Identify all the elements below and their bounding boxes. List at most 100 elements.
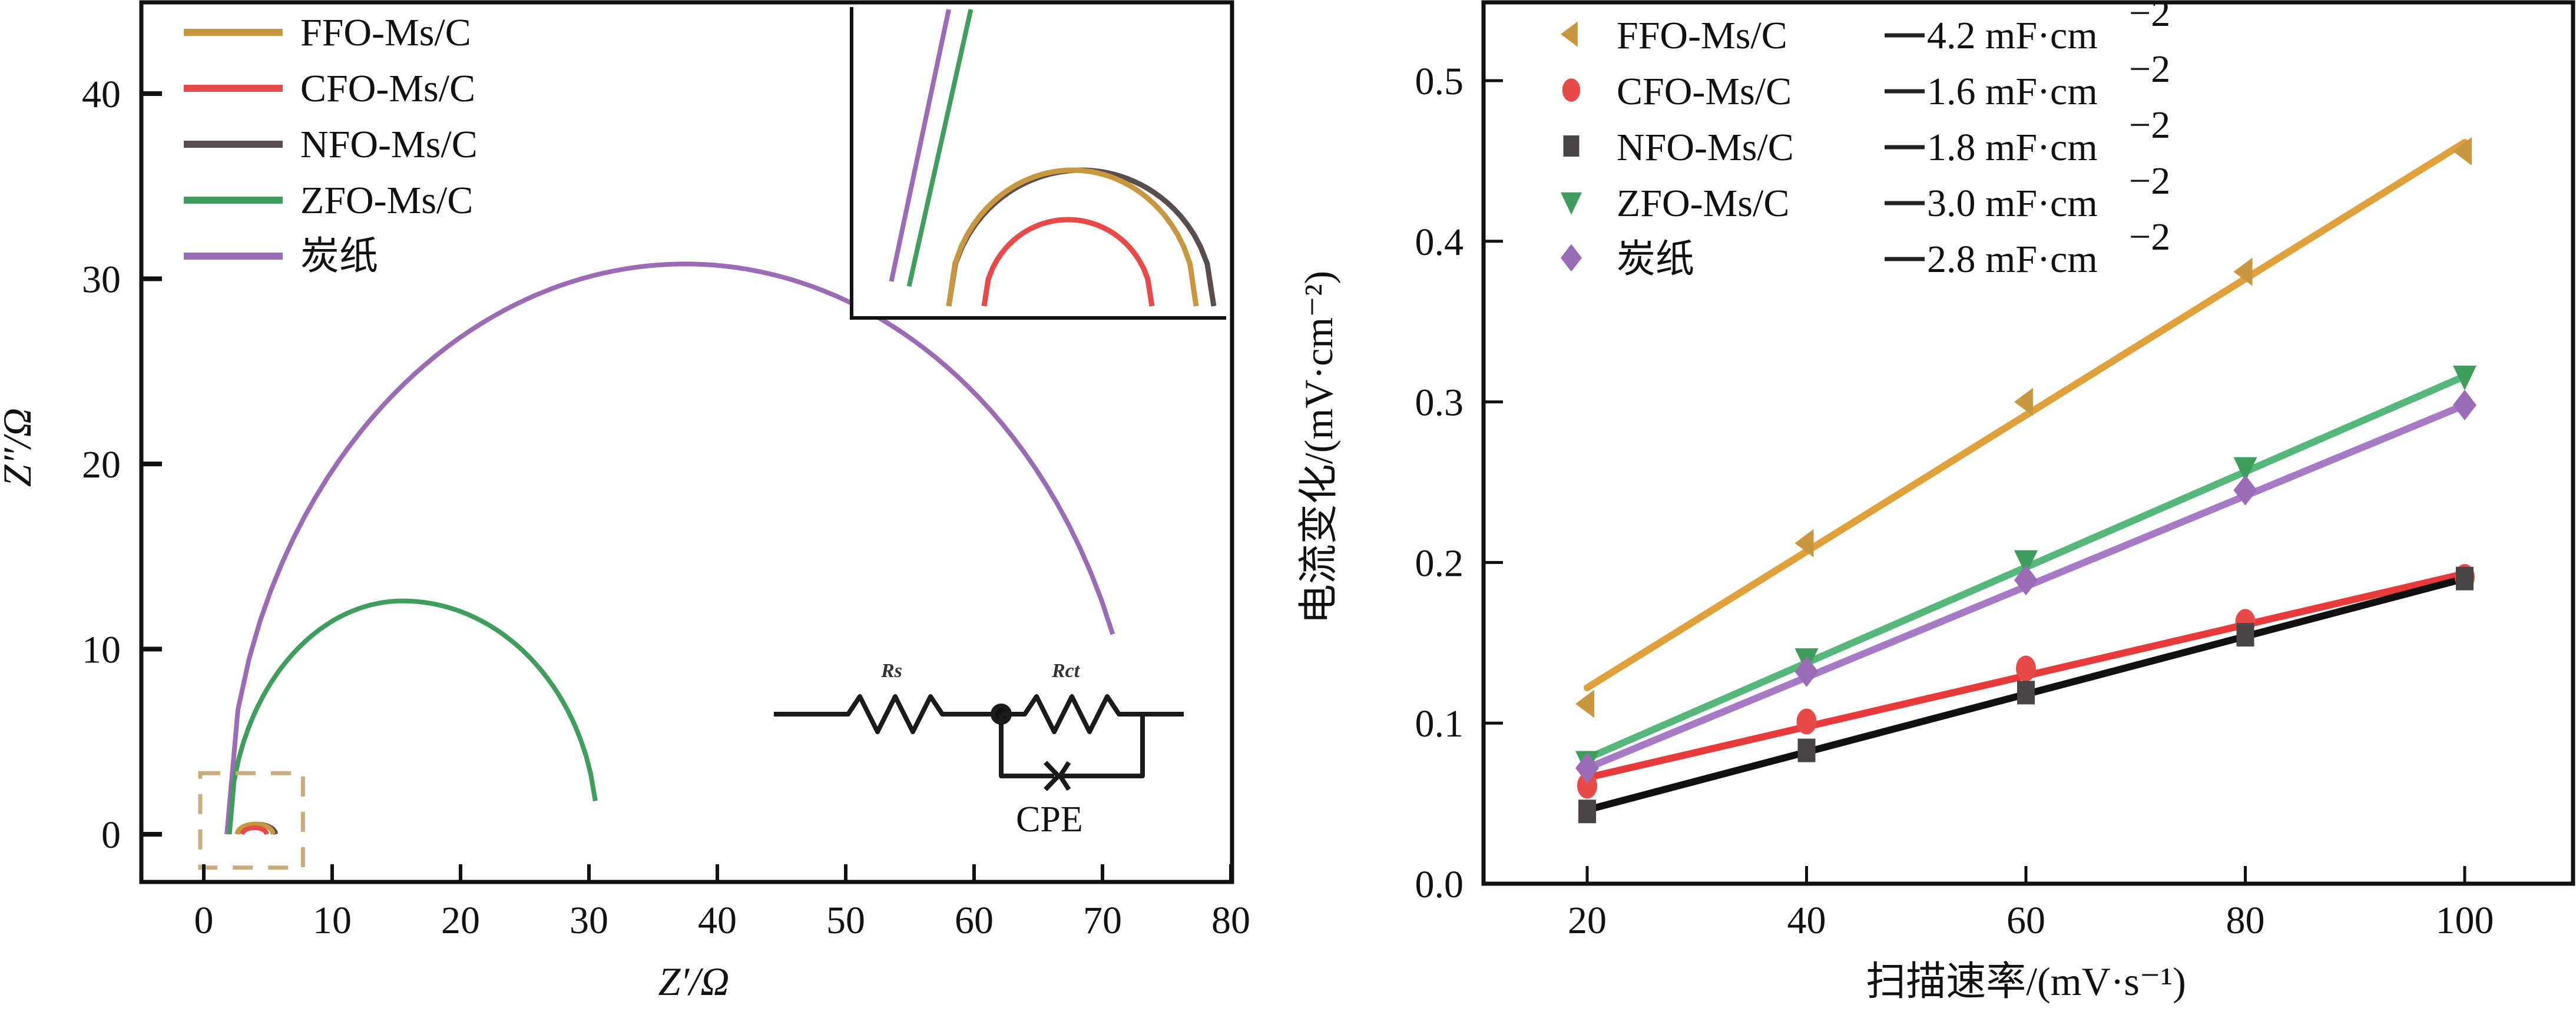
- right-legend-exponent: −2: [2129, 160, 2170, 203]
- left-x-tick-label: 10: [313, 899, 352, 942]
- nyquist-curve-0: [234, 821, 276, 835]
- inset-background: [852, 0, 1226, 318]
- inset-curve-zfo: [906, 9, 974, 287]
- inset-curve-0: [946, 167, 1199, 307]
- left-legend-label: FFO-Ms/C: [300, 11, 471, 54]
- cpe-label: CPE: [1016, 800, 1083, 840]
- left-y-tick-label: 0: [101, 814, 121, 857]
- data-point: [2453, 137, 2472, 166]
- data-markers: [1575, 137, 2476, 824]
- right-legend-marker: [1561, 244, 1582, 272]
- right-legend-exponent: −2: [2129, 48, 2170, 91]
- rct-label: Rct: [1051, 660, 1081, 682]
- left-x-tick-label: 50: [826, 899, 865, 942]
- left-plot-frame: [139, 0, 1234, 884]
- left-x-tick-label: 80: [1211, 899, 1250, 942]
- data-point: [1796, 708, 1817, 735]
- left-y-axis-title: Z″/Ω: [0, 408, 39, 487]
- right-legend-capacitance: 3.0 mF·cm: [1927, 182, 2098, 225]
- data-point: [1797, 738, 1816, 762]
- data-point: [2014, 550, 2038, 575]
- data-point: [2236, 623, 2254, 647]
- zoom-region-dashed-box: [198, 771, 305, 870]
- right-y-tick-label: 0.2: [1415, 542, 1464, 585]
- right-legend-capacitance: 1.8 mF·cm: [1927, 126, 2098, 169]
- right-legend-capacitance: 4.2 mF·cm: [1927, 14, 2098, 57]
- right-y-ticks: 0.0 0.1 0.2 0.3 0.4 0.5: [1415, 60, 1503, 906]
- right-legend: FFO-Ms/C 4.2 mF·cm −2 CFO-Ms/C 1.6 mF·cm −2 NF…: [1561, 0, 2170, 281]
- right-legend-label: CFO-Ms/C: [1617, 70, 1792, 113]
- right-y-tick-label: 0.4: [1415, 221, 1464, 264]
- right-legend-label: FFO-Ms/C: [1617, 14, 1787, 57]
- right-legend-exponent: −2: [2129, 215, 2170, 258]
- inset-frame: [850, 7, 1226, 320]
- data-point: [2233, 475, 2257, 506]
- data-point: [1575, 689, 1594, 718]
- data-point: [2453, 365, 2476, 390]
- inset-curves: [889, 9, 1217, 307]
- right-legend-label: 炭纸: [1617, 238, 1694, 281]
- equivalent-circuit-diagram: Rs Rct CPE: [774, 660, 1184, 840]
- right-x-axis-title: 扫描速率/(mV·s⁻¹): [1866, 959, 2186, 1004]
- left-x-axis-title: Z′/Ω: [658, 959, 730, 1004]
- right-y-tick-label: 0.3: [1415, 382, 1464, 424]
- right-legend-marker: [1563, 135, 1580, 157]
- data-point: [1578, 800, 1596, 824]
- left-x-tick-label: 70: [1083, 899, 1122, 942]
- left-legend-label: ZFO-Ms/C: [300, 179, 473, 222]
- right-legend-marker: [1562, 78, 1581, 102]
- right-y-axis-title: 电流变化/(mV·cm⁻²): [1296, 271, 1341, 624]
- left-legend: FFO-Ms/C CFO-Ms/C NFO-Ms/C ZFO-Ms/C 炭纸: [184, 11, 478, 278]
- data-point: [2233, 457, 2257, 482]
- data-point: [1577, 772, 1597, 799]
- inset-curve-1: [981, 217, 1155, 307]
- left-y-tick-label: 20: [82, 443, 121, 486]
- inset-zoom-plot: [850, 0, 1226, 320]
- right-y-tick-label: 0.0: [1415, 863, 1464, 906]
- left-legend-label: 炭纸: [300, 235, 378, 278]
- left-y-ticks: 0 10 20 30 40: [82, 73, 162, 857]
- data-point: [1575, 752, 1599, 784]
- right-x-tick-label: 80: [2226, 899, 2265, 942]
- right-legend-label: ZFO-Ms/C: [1617, 182, 1789, 225]
- scan-rate-plot: 20 40 60 80 100 0.0 0.1 0.2 0.3 0.4 0.5 扫描速率/(mV·…: [1296, 0, 2575, 1004]
- nyquist-curve-3: [227, 598, 598, 835]
- right-legend-marker: [1561, 21, 1578, 47]
- data-point: [1794, 529, 1814, 558]
- nyquist-curve-4: [224, 261, 1115, 835]
- right-x-tick-label: 40: [1787, 899, 1826, 942]
- nyquist-plot: Rs Rct CPE 0 10 20 30 40 50 60 70 80 0 10 20 30 40 Z…: [0, 0, 1250, 1004]
- data-point: [2016, 655, 2036, 682]
- data-point: [2233, 257, 2253, 286]
- right-x-tick-label: 100: [2436, 899, 2494, 942]
- rs-label: Rs: [880, 660, 902, 682]
- nyquist-curve-1: [240, 825, 269, 835]
- left-x-tick-label: 20: [441, 899, 480, 942]
- inset-curve-carbon-paper: [889, 9, 951, 282]
- data-point: [2453, 390, 2476, 421]
- left-y-tick-label: 40: [82, 73, 121, 116]
- data-point: [2456, 566, 2474, 591]
- right-legend-exponent: −2: [2129, 0, 2170, 35]
- fit-line-0: [1584, 139, 2468, 692]
- right-x-tick-label: 20: [1568, 899, 1607, 942]
- right-legend-capacitance: 2.8 mF·cm: [1927, 238, 2098, 281]
- left-legend-label: NFO-Ms/C: [300, 123, 478, 166]
- right-x-tick-label: 60: [2007, 899, 2045, 942]
- resistor-rs: [774, 694, 1001, 734]
- left-legend-label: CFO-Ms/C: [300, 67, 475, 110]
- data-point: [2017, 681, 2035, 705]
- right-legend-label: NFO-Ms/C: [1617, 126, 1794, 169]
- right-legend-capacitance: 1.6 mF·cm: [1927, 70, 2098, 113]
- data-point: [2014, 387, 2033, 416]
- left-x-tick-label: 0: [194, 899, 214, 942]
- left-x-tick-label: 60: [955, 899, 994, 942]
- left-x-ticks: 0 10 20 30 40 50 60 70 80: [194, 864, 1250, 942]
- right-y-tick-label: 0.5: [1415, 60, 1464, 103]
- data-point: [1794, 656, 1819, 687]
- left-x-tick-label: 30: [569, 899, 608, 942]
- left-x-tick-label: 40: [698, 899, 737, 942]
- resistor-rct: [1001, 694, 1184, 734]
- cpe-element: [999, 714, 1145, 791]
